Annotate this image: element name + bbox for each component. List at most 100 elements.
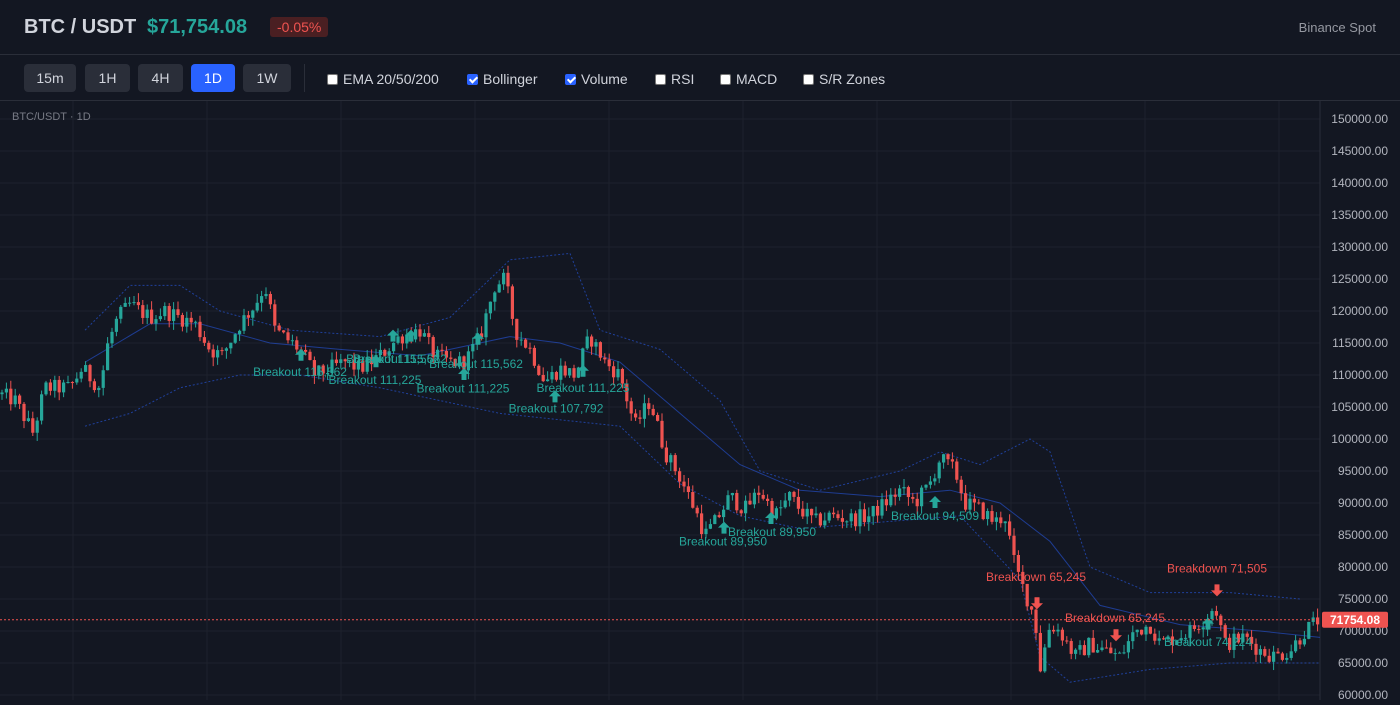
candle-body [920,487,924,507]
candle-body [814,513,818,516]
candle-body [519,339,523,341]
candle-body [999,517,1003,524]
candle-body [436,349,440,358]
candle-body [444,350,448,358]
candle-body [673,455,677,472]
breakout-arrow-icon [1202,617,1214,630]
macd-checkbox[interactable] [720,74,731,85]
price-axis-label: 80000.00 [1338,560,1388,574]
timeframe-15m-button[interactable]: 15m [24,64,76,92]
price-axis-label: 65000.00 [1338,656,1388,670]
candle-body [801,508,805,517]
breakout-arrow-icon [387,329,399,342]
chart-canvas[interactable]: 150000.00 145000.00 140000.00 135000.00 1300… [0,101,1400,702]
breakout-label: Breakout 74,224 [1164,635,1252,649]
candle-body [185,317,189,327]
candle-body [651,408,655,415]
indicator-bollinger-toggle[interactable]: Bollinger [467,70,537,88]
last-price-tag [1322,611,1388,628]
candle-body [35,420,39,433]
breakout-label: Breakout 115,562 [346,352,440,366]
indicator-sr-zones-toggle[interactable]: S/R Zones [803,70,885,88]
candle-body [1184,637,1188,639]
candle-body [502,272,506,285]
candle-body [62,382,66,393]
last-price: $71,754.08 [147,16,248,38]
candle-body [691,492,695,508]
breakout-arrow-icon [718,521,730,534]
price-axis-label: 135000.00 [1331,208,1388,222]
sr-zones-checkbox[interactable] [803,74,814,85]
candle-body [722,509,726,518]
candle-body [119,306,123,319]
candle-body [700,513,704,535]
timeframe-4h-button[interactable]: 4H [138,64,183,92]
price-chart[interactable]: 150000.00 145000.00 140000.00 135000.00 1300… [0,101,1400,702]
candle-body [726,495,730,510]
candle-body [1210,611,1214,620]
volume-checkbox[interactable] [565,74,576,85]
candle-body [1157,638,1161,641]
candle-body [44,382,48,395]
candle-body [488,301,492,314]
price-axis-label: 85000.00 [1338,528,1388,542]
timeframe-1d-button[interactable]: 1D [191,64,235,92]
candle-body [1272,651,1276,662]
candle-body [356,360,360,370]
candle-body [75,378,79,383]
timeframe-1w-button[interactable]: 1W [243,64,291,92]
candle-body [656,414,660,421]
breakout-label: Breakout 111,225 [329,373,422,387]
timeframe-1h-button[interactable]: 1H [85,64,130,92]
candle-body [70,382,74,384]
indicator-ema-toggle[interactable]: EMA 20/50/200 [327,70,439,88]
indicator-rsi-toggle[interactable]: RSI [655,70,694,88]
candle-body [334,359,338,364]
candle-body [1289,651,1293,658]
indicator-macd-toggle[interactable]: MACD [720,70,777,88]
breakdown-label: Breakdown 65,245 [986,570,1086,584]
candle-body [1043,647,1047,672]
candle-body [1087,637,1091,656]
candle-body [576,367,580,378]
candle-body [224,348,228,351]
candle-body [1096,650,1100,653]
breakout-arrow-icon [370,355,382,368]
candle-body [1192,625,1196,629]
candle-body [1197,628,1201,630]
candle-body [1122,652,1126,654]
bollinger-checkbox[interactable] [467,74,478,85]
candle-body [1144,626,1148,635]
candle-body [343,359,347,362]
candle-body [1082,645,1086,656]
candle-body [1267,655,1271,662]
candle-body [304,349,308,352]
candle-body [361,360,365,372]
candle-body [713,515,717,525]
breakout-arrow-icon [577,364,589,377]
candle-body [915,498,919,507]
candle-body [788,491,792,501]
candle-body [66,382,70,384]
rsi-checkbox[interactable] [655,74,666,85]
candle-body [1188,625,1192,638]
price-axis-label: 105000.00 [1331,400,1388,414]
symbol-title: BTC / USDT [24,16,137,38]
price-axis-label: 75000.00 [1338,592,1388,606]
candle-body [638,417,642,419]
breakdown-label: Breakdown 71,505 [1167,561,1267,575]
candle-body [1008,521,1012,536]
indicator-volume-toggle[interactable]: Volume [565,70,628,88]
candle-body [884,499,888,506]
candle-body [79,371,83,379]
candle-body [348,360,352,362]
candle-body [189,317,193,323]
candle-body [1060,629,1064,641]
candle-body [383,349,387,356]
candle-body [730,492,734,496]
candle-body [497,284,501,293]
candle-body [1069,641,1073,654]
ema-checkbox[interactable] [327,74,338,85]
toolbar: 15m 1H 4H 1D 1W EMA 20/50/200 Bollinger … [0,56,1400,101]
candle-body [1131,632,1135,642]
